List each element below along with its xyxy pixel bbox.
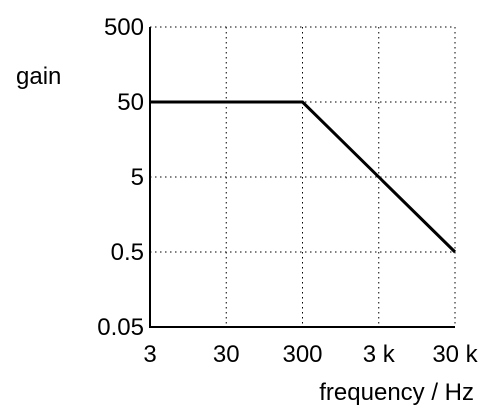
series-layer [150, 100, 457, 254]
y-tick-label: 50 [117, 89, 144, 116]
y-tick-label: 500 [104, 14, 144, 41]
grid-lines [150, 26, 456, 327]
axes [149, 27, 455, 328]
y-tick-label: 0.05 [97, 314, 144, 341]
x-tick-label: 300 [282, 341, 322, 368]
series-line [150, 100, 457, 254]
x-tick-label: 3 k [363, 341, 396, 368]
y-tick-label: 0.5 [111, 239, 144, 266]
x-axis-label: frequency / Hz [319, 379, 474, 406]
x-tick-label: 30 [213, 341, 240, 368]
y-tick-label: 5 [131, 164, 144, 191]
tick-labels: 3 30 300 3 k 30 k 0.05 0.5 5 50 500 [97, 14, 478, 368]
x-tick-label: 30 k [432, 341, 478, 368]
y-axis-label: gain [16, 63, 61, 90]
x-tick-label: 3 [143, 341, 156, 368]
